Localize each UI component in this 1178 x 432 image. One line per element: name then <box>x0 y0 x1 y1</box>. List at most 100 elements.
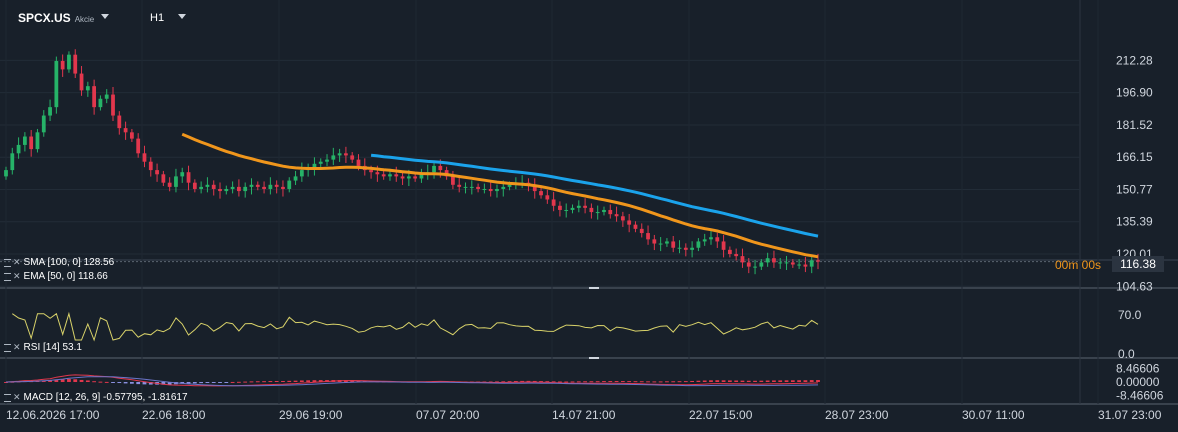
time-tick-label: 28.07 23:00 <box>825 408 889 422</box>
time-tick-label: 12.06.2026 17:00 <box>6 408 100 422</box>
time-axis: 12.06.2026 17:00 22.06 18:00 29.06 19:00 07… <box>6 408 1162 422</box>
macd-histogram-bar <box>79 379 84 382</box>
sma-legend[interactable]: ✕ SMA [100, 0] 128.56 <box>4 257 114 268</box>
macd-histogram-bar <box>539 381 543 383</box>
settings-lines-icon[interactable] <box>4 343 11 352</box>
candle-body <box>10 153 15 171</box>
macd-histogram-bar <box>293 380 298 382</box>
macd-histogram-bar <box>746 380 751 382</box>
candle-body <box>161 174 166 183</box>
timeframe-selector[interactable]: H1 <box>150 12 164 24</box>
price-tick-label: 196.90 <box>1116 86 1153 100</box>
candle-body <box>539 191 543 196</box>
macd-histogram-bar <box>558 381 562 383</box>
candle-body <box>765 258 770 263</box>
sma-legend-label: SMA [100, 0] 128.56 <box>23 257 115 268</box>
time-tick-label: 31.07 23:00 <box>1098 408 1162 422</box>
candle-body <box>293 176 298 181</box>
macd-histogram-bar <box>306 380 311 382</box>
macd-histogram-bar <box>696 380 701 382</box>
candle-body <box>186 172 191 183</box>
candle-body <box>211 184 216 189</box>
ema-legend[interactable]: ✕ EMA [50, 0] 118.66 <box>4 271 108 282</box>
macd-pane-resize-handle[interactable] <box>589 357 599 359</box>
candle-body <box>595 212 600 214</box>
macd-histogram-bar <box>318 380 323 382</box>
candle-body <box>495 188 499 192</box>
macd-histogram-bar <box>671 381 676 383</box>
macd-histogram-bar <box>142 382 147 385</box>
candle-body <box>476 186 480 189</box>
candle-body <box>809 260 814 267</box>
candle-body <box>337 153 342 156</box>
candle-body <box>344 153 348 156</box>
ema-line <box>181 132 819 259</box>
settings-lines-icon[interactable] <box>4 393 11 402</box>
macd-histogram-bar <box>211 382 216 383</box>
candle-body <box>627 220 632 225</box>
macd-histogram-bar <box>614 381 619 383</box>
candle-body <box>620 216 625 221</box>
symbol-dropdown-icon[interactable] <box>101 14 109 19</box>
macd-histogram-bar <box>797 380 802 382</box>
candle-body <box>702 239 707 242</box>
macd-histogram-bar <box>608 381 613 383</box>
macd-histogram-bar <box>532 380 537 382</box>
macd-histogram-bar <box>639 381 644 383</box>
candle-body <box>583 205 587 208</box>
settings-lines-icon[interactable] <box>4 258 11 267</box>
time-tick-label: 22.07 15:00 <box>689 408 753 422</box>
close-icon[interactable]: ✕ <box>13 342 21 352</box>
close-icon[interactable]: ✕ <box>13 392 21 402</box>
candle-body <box>451 176 455 185</box>
candle-body <box>331 155 336 160</box>
candle-body <box>709 237 713 240</box>
candle-body <box>608 209 613 215</box>
macd-histogram-bar <box>237 381 241 383</box>
time-tick-label: 22.06 18:00 <box>142 408 206 422</box>
rsi-legend[interactable]: ✕ RSI [14] 53.1 <box>4 342 82 353</box>
candle-body <box>469 186 474 188</box>
candle-body <box>753 266 757 268</box>
timeframe-dropdown-icon[interactable] <box>178 14 186 19</box>
price-tick-label: 150.77 <box>1116 182 1153 196</box>
candle-body <box>299 170 304 177</box>
candle-body <box>646 233 650 240</box>
candle-body <box>249 184 254 187</box>
macd-histogram-bar <box>123 382 128 384</box>
macd-histogram-bar <box>551 381 556 383</box>
macd-legend[interactable]: ✕ MACD [12, 26, 9] -0.57795, -1.81617 <box>4 392 188 403</box>
macd-histogram-bar <box>262 381 266 383</box>
candle-body <box>400 176 405 179</box>
candle-body <box>639 228 644 234</box>
macd-histogram-bar <box>727 380 732 382</box>
candle-body <box>54 60 59 108</box>
candle-body <box>16 144 21 154</box>
candle-body <box>576 205 581 208</box>
candle-body <box>633 224 638 229</box>
price-axis: 212.28196.90181.52166.15150.77135.39120.… <box>1116 53 1164 402</box>
macd-histogram-bar <box>709 380 713 382</box>
candle-body <box>803 264 808 267</box>
candle-body <box>312 163 317 168</box>
candle-body <box>318 161 323 164</box>
macd-histogram-bar <box>224 382 229 383</box>
candle-body <box>48 107 52 116</box>
candle-body <box>715 237 720 242</box>
symbol-selector[interactable]: SPCX.US Akcie <box>18 11 94 25</box>
macd-histogram-bar <box>564 381 569 383</box>
macd-histogram-bar <box>570 381 575 383</box>
close-icon[interactable]: ✕ <box>13 271 21 281</box>
candle-body <box>816 260 820 262</box>
macd-histogram-bar <box>646 381 650 383</box>
candle-body <box>432 165 436 173</box>
sma-line <box>370 153 819 238</box>
macd-histogram-bar <box>595 381 600 383</box>
macd-histogram-bar <box>350 380 355 382</box>
macd-histogram-bar <box>130 382 134 384</box>
symbol-type: Akcie <box>74 15 95 24</box>
rsi-pane-resize-handle[interactable] <box>589 287 599 289</box>
close-icon[interactable]: ✕ <box>13 257 21 267</box>
settings-lines-icon[interactable] <box>4 272 11 281</box>
